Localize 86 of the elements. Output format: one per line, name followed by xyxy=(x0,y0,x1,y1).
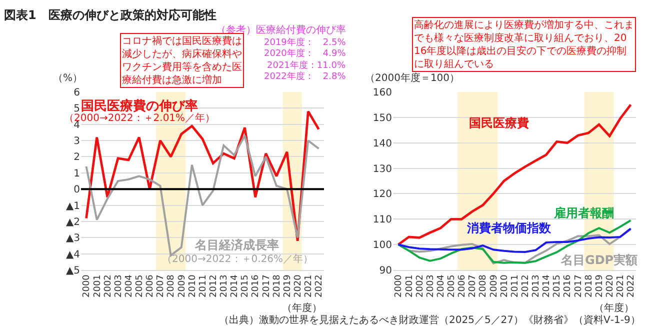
x-tick-label: 2002 xyxy=(103,274,114,298)
y-tick-label: 140 xyxy=(372,138,392,150)
y-tick-label: ▲1 xyxy=(66,200,80,212)
annotation: （2000→2022：＋0.26%／年） xyxy=(162,253,314,265)
x-tick-label: 2016 xyxy=(251,274,262,298)
x-tick-label: 2002 xyxy=(415,274,426,298)
x-tick-label: 2005 xyxy=(135,274,146,298)
x-tick-label: 2008 xyxy=(478,274,489,298)
x-tick-label: 2004 xyxy=(124,274,134,298)
x-tick-label: 2000 xyxy=(394,274,404,298)
y-tick-label: ▲3 xyxy=(66,233,80,244)
series-label: 国民医療費の伸び率 xyxy=(81,98,198,114)
x-tick-label: 2019 xyxy=(594,274,605,298)
x-tick-label: 2005 xyxy=(447,274,458,298)
x-tick-label: 2012 xyxy=(208,274,219,298)
x-tick-label: 2015 xyxy=(552,274,563,298)
y-tick-label: 90 xyxy=(379,266,392,276)
x-tick-label: 2013 xyxy=(220,274,230,298)
x-tick-label: 2015 xyxy=(240,274,251,298)
line-series xyxy=(397,104,632,246)
x-tick-label: 2013 xyxy=(532,274,542,298)
y-tick-label: 120 xyxy=(372,189,392,200)
x-tick-label: 2017 xyxy=(262,274,272,298)
x-tick-label: 2016 xyxy=(563,274,574,298)
x-tick-label: 2007 xyxy=(468,274,478,298)
y-tick-label: 3 xyxy=(74,136,80,148)
x-tick-label: 2010 xyxy=(500,274,510,298)
x-tick-label: 2009 xyxy=(489,274,500,298)
y-tick-label: 6 xyxy=(74,88,80,98)
text: 国民医療費 xyxy=(469,116,529,130)
y-tick-label: 110 xyxy=(372,214,392,226)
y-tick-label: 100 xyxy=(372,240,392,252)
text: 高齢化の進展により医療費が増加する中、これまでも様々な医療制度改革に取り組んでおり、2016年度以降は歳出の目安の下での医療費の抑制に取り組んでいる xyxy=(414,19,634,70)
text: 2020年度： 4.9% xyxy=(264,48,346,59)
y-tick-label: 150 xyxy=(372,112,392,124)
x-tick-label: 2021 xyxy=(304,274,314,298)
x-tick-label: 2017 xyxy=(574,274,584,298)
x-tick-label: 2022 xyxy=(314,274,325,298)
x-tick-label: 2004 xyxy=(436,274,446,298)
x-tick-label: 2001 xyxy=(404,274,415,298)
y-tick-label: 130 xyxy=(372,164,392,175)
y-tick-label: ▲5 xyxy=(66,266,80,276)
series-label: 雇用者報酬 xyxy=(553,206,614,220)
x-axis-title: （年度） xyxy=(282,302,322,314)
x-tick-label: 2006 xyxy=(146,274,156,298)
x-tick-label: 2020 xyxy=(606,274,616,298)
x-tick-label: 2003 xyxy=(114,274,124,298)
x-tick-label: 2014 xyxy=(230,274,240,298)
x-tick-label: 2011 xyxy=(510,274,520,298)
x-tick-label: 2000 xyxy=(82,274,92,298)
series-label: 名目GDP実額 xyxy=(560,253,638,267)
x-tick-label: 2022 xyxy=(626,274,637,298)
text: （出典）激動の世界を見据えたあるべき財政運営（2025／5／27）《財務省》（資料Ⅴ-1-9） xyxy=(219,314,640,326)
y-tick-label: ▲2 xyxy=(66,216,80,228)
series-label: 消費者物価指数 xyxy=(466,221,552,235)
x-tick-label: 2007 xyxy=(156,274,166,298)
y-axis-title: （2000年度＝100） xyxy=(365,72,460,84)
y-tick-label: 1 xyxy=(74,168,80,180)
y-tick-label: 5 xyxy=(74,104,80,115)
text: 2022年度： 2.8% xyxy=(264,71,346,82)
x-tick-label: 2003 xyxy=(426,274,436,298)
text: 2019年度： 2.5% xyxy=(264,37,346,48)
x-tick-label: 2012 xyxy=(520,274,531,298)
y-tick-label: 2 xyxy=(74,152,80,164)
x-tick-label: 2006 xyxy=(458,274,468,298)
x-tick-label: 2019 xyxy=(282,274,293,298)
x-tick-label: 2011 xyxy=(198,274,208,298)
x-tick-label: 2009 xyxy=(177,274,188,298)
y-axis-title: （%） xyxy=(53,73,83,84)
x-tick-label: 2018 xyxy=(584,274,594,298)
x-tick-label: 2001 xyxy=(92,274,103,298)
x-axis-title: （年度） xyxy=(594,302,634,314)
series-label: 名目経済成長率 xyxy=(194,238,279,252)
text: コロナ禍では国民医療費は減少したが、病床確保料やワクチン費用等を含めた医療給付費は急激に増加 xyxy=(122,35,242,86)
y-tick-label: 0 xyxy=(74,184,80,196)
x-tick-label: 2020 xyxy=(294,274,304,298)
chart-title: 図表1 医療の伸びと政策的対応可能性 xyxy=(4,8,216,22)
x-tick-label: 2010 xyxy=(188,274,198,298)
x-tick-label: 2008 xyxy=(166,274,177,298)
text: 2021年度：11.0% xyxy=(267,60,346,71)
y-tick-label: 160 xyxy=(372,88,392,98)
y-tick-label: ▲4 xyxy=(66,249,80,260)
y-tick-label: 4 xyxy=(74,120,80,131)
x-tick-label: 2014 xyxy=(542,274,552,298)
x-tick-label: 2021 xyxy=(616,274,626,298)
x-tick-label: 2018 xyxy=(272,274,282,298)
